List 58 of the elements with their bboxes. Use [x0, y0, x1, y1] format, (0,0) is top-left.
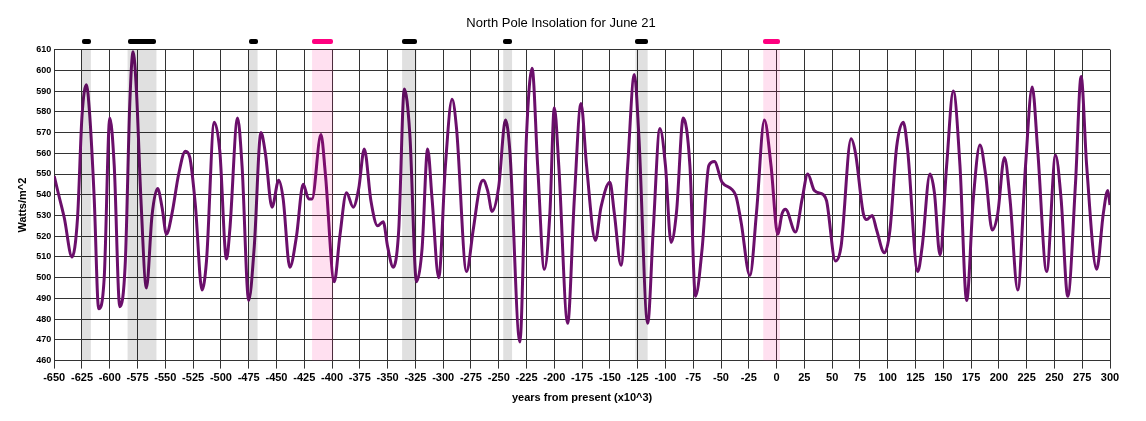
y-tick-label: 520 — [36, 230, 52, 241]
x-tick-label: -150 — [598, 371, 621, 384]
x-tick-label: 25 — [798, 371, 811, 384]
x-tick-label: 75 — [853, 371, 867, 384]
x-tick-label: 50 — [826, 371, 839, 384]
y-tick-label: 490 — [36, 292, 52, 303]
y-tick-label: 480 — [36, 313, 52, 324]
y-tick-label: 460 — [36, 355, 52, 366]
y-tick-label: 570 — [36, 127, 52, 138]
x-tick-label: -50 — [713, 371, 729, 384]
x-tick-label: -75 — [685, 371, 702, 384]
x-tick-label: 275 — [1073, 371, 1092, 384]
x-tick-label: 150 — [934, 371, 953, 384]
x-tick-label: -25 — [740, 371, 757, 384]
x-tick-label: -275 — [459, 371, 482, 384]
x-tick-label: -650 — [43, 371, 66, 384]
x-tick-label: -325 — [404, 371, 427, 384]
y-axis-title: Watts/m^2 — [15, 177, 28, 233]
chart-title: North Pole Insolation for June 21 — [466, 15, 656, 31]
y-tick-label: 610 — [36, 44, 52, 55]
y-tick-label: 600 — [36, 64, 52, 75]
x-tick-label: -350 — [376, 371, 399, 384]
x-tick-label: 200 — [989, 371, 1009, 384]
x-tick-label: -550 — [154, 371, 177, 384]
y-tick-label: 580 — [36, 106, 52, 117]
x-tick-label: -425 — [293, 371, 316, 384]
y-tick-label: 530 — [36, 209, 52, 220]
x-tick-label: -250 — [487, 371, 510, 384]
x-tick-label: -200 — [543, 371, 566, 384]
x-tick-label: 125 — [906, 371, 925, 384]
y-tick-label: 470 — [36, 334, 52, 345]
x-tick-label: -525 — [182, 371, 205, 384]
x-tick-label: -125 — [626, 371, 649, 384]
x-tick-label: -600 — [98, 371, 121, 384]
x-tick-label: 100 — [878, 371, 897, 384]
y-tick-label: 550 — [36, 168, 52, 179]
x-tick-label: -375 — [348, 371, 371, 384]
x-tick-label: -100 — [654, 371, 677, 384]
x-tick-label: -500 — [209, 371, 232, 384]
x-tick-label: 300 — [1100, 371, 1120, 384]
y-tick-label: 510 — [36, 251, 52, 262]
x-tick-label: -575 — [126, 371, 149, 384]
x-tick-label: -450 — [265, 371, 288, 384]
x-tick-label: -300 — [432, 371, 455, 384]
x-tick-label: -475 — [237, 371, 260, 384]
y-tick-label: 590 — [36, 85, 52, 96]
x-tick-label: -175 — [571, 371, 594, 384]
x-tick-label: -400 — [321, 371, 344, 384]
y-tick-label: 500 — [36, 272, 52, 283]
y-tick-label: 540 — [36, 189, 52, 200]
x-axis-title: years from present (x10^3) — [511, 391, 653, 404]
x-tick-label: -625 — [70, 371, 94, 384]
x-tick-label: 250 — [1045, 371, 1064, 384]
x-tick-label: 175 — [961, 371, 981, 384]
x-tick-label: -225 — [515, 371, 538, 384]
x-tick-label: 0 — [773, 371, 780, 384]
x-tick-label: 225 — [1017, 371, 1036, 384]
y-tick-label: 560 — [36, 147, 52, 158]
